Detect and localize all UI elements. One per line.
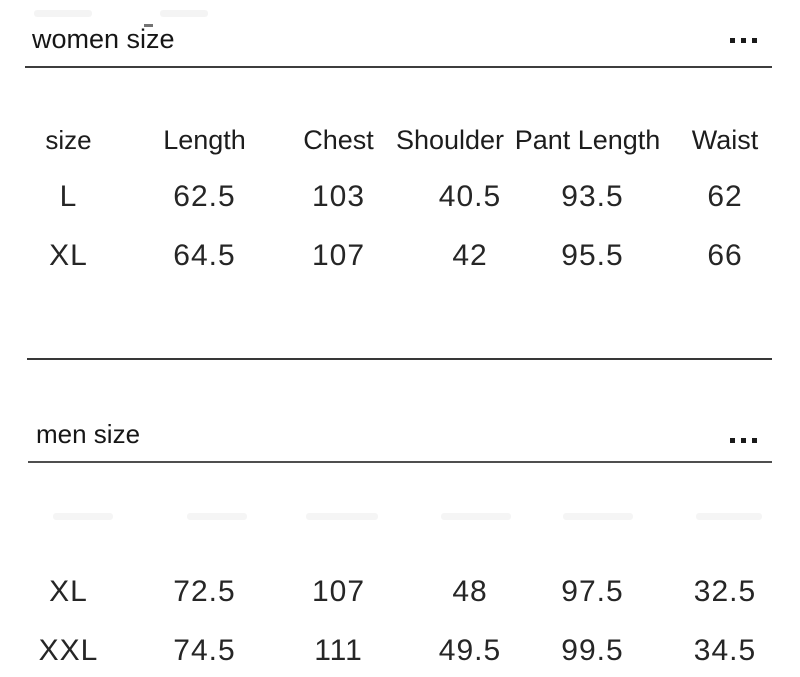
cell-chest: 107 — [311, 239, 366, 272]
column-header-shoulder: Shoulder — [395, 124, 505, 155]
table-row: L 62.5 103 40.5 93.5 62 — [0, 177, 800, 217]
cell-shoulder: 42 — [452, 239, 488, 272]
erased-header-smudge — [53, 513, 113, 520]
cell-waist: 32.5 — [693, 575, 757, 608]
cell-pant-length: 93.5 — [561, 180, 624, 213]
cell-length: 62.5 — [173, 180, 236, 213]
women-table-header: size Length Chest Shoulder Pant Length W… — [0, 120, 800, 160]
women-more-options-button[interactable] — [726, 34, 761, 47]
cell-pant-length: 97.5 — [561, 575, 624, 608]
erased-header-smudge — [441, 513, 511, 520]
cell-waist: 66 — [707, 239, 743, 272]
column-header-length: Length — [163, 124, 246, 155]
ellipsis-icon — [752, 438, 757, 443]
erased-header-smudge — [563, 513, 633, 520]
table-row: XL 72.5 107 48 97.5 32.5 — [0, 572, 800, 612]
erased-header-smudge — [696, 513, 762, 520]
artifact-smudge — [34, 10, 92, 17]
ellipsis-icon — [741, 38, 746, 43]
women-panel-title: women size — [32, 24, 175, 54]
cell-shoulder: 48 — [452, 575, 488, 608]
cell-size: XXL — [38, 634, 99, 667]
ellipsis-icon — [730, 438, 735, 443]
cell-waist: 34.5 — [693, 634, 757, 667]
cell-waist: 62 — [707, 180, 743, 213]
cell-length: 72.5 — [173, 575, 236, 608]
cell-shoulder: 49.5 — [438, 634, 502, 667]
divider-rule — [28, 461, 772, 463]
divider-rule — [25, 66, 772, 68]
cell-size: XL — [49, 239, 88, 272]
artifact-mark — [144, 24, 153, 27]
column-header-chest: Chest — [303, 124, 374, 155]
men-panel-title: men size — [36, 419, 141, 449]
cell-length: 64.5 — [173, 239, 236, 272]
cell-pant-length: 95.5 — [561, 239, 624, 272]
cell-size: XL — [49, 575, 88, 608]
column-header-waist: Waist — [691, 124, 759, 155]
artifact-smudge — [160, 10, 208, 17]
column-header-pant-length: Pant Length — [514, 124, 661, 155]
column-header-size: size — [45, 124, 92, 155]
cell-chest: 107 — [311, 575, 366, 608]
cell-shoulder: 40.5 — [438, 180, 502, 213]
cell-pant-length: 99.5 — [561, 634, 624, 667]
cell-length: 74.5 — [173, 634, 236, 667]
cell-chest: 103 — [311, 180, 366, 213]
cell-size: L — [59, 180, 78, 213]
table-row: XL 64.5 107 42 95.5 66 — [0, 236, 800, 276]
cell-chest: 111 — [314, 634, 363, 667]
men-more-options-button[interactable] — [726, 434, 761, 447]
erased-header-smudge — [306, 513, 378, 520]
ellipsis-icon — [741, 438, 746, 443]
divider-rule — [27, 358, 772, 360]
ellipsis-icon — [730, 38, 735, 43]
table-row: XXL 74.5 111 49.5 99.5 34.5 — [0, 631, 800, 671]
erased-header-smudge — [187, 513, 247, 520]
ellipsis-icon — [752, 38, 757, 43]
